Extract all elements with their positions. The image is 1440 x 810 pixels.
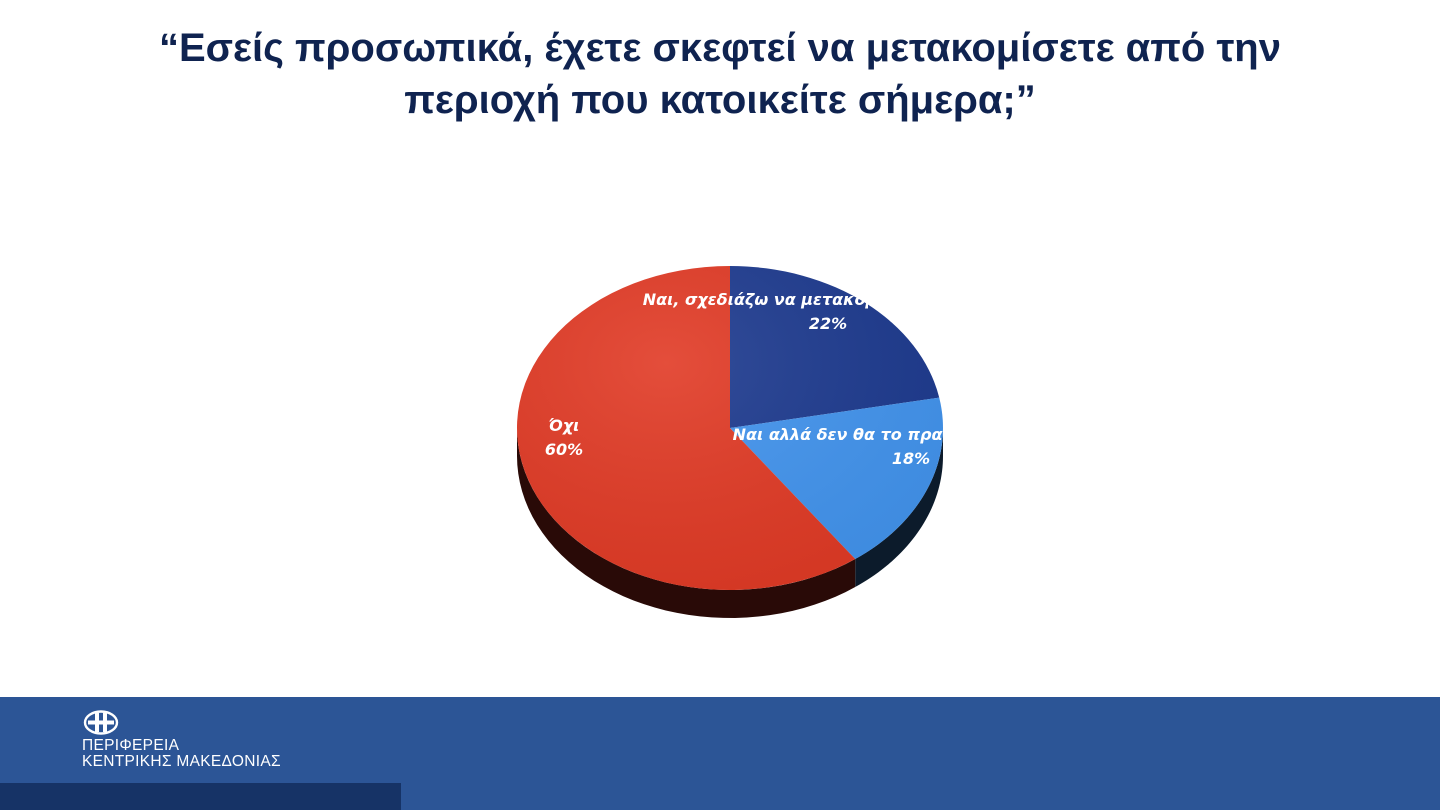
- org-line-2: ΚΕΝΤΡΙΚΗΣ ΜΑΚΕΔΟΝΙΑΣ: [82, 753, 281, 770]
- region-emblem-icon: [83, 710, 119, 735]
- footer-strip: [0, 783, 401, 810]
- title-line-1: “Εσείς προσωπικά, έχετε σκεφτεί να μετακ…: [159, 26, 1281, 70]
- org-name: ΠΕΡΙΦΕΡΕΙΑ ΚΕΝΤΡΙΚΗΣ ΜΑΚΕΔΟΝΙΑΣ: [82, 738, 281, 770]
- data-label-1: Ναι αλλά δεν θα το πραγ 18%: [733, 425, 955, 468]
- slice-label: Όχι: [549, 416, 580, 435]
- slice-value: 22%: [809, 314, 847, 333]
- slice-value: 18%: [892, 449, 930, 468]
- title-line-2: περιοχή που κατοικείτε σήμερα;”: [404, 78, 1036, 122]
- pie-chart: Ναι, σχεδιάζω να μετακομ 22% Ναι αλλά δεν …: [517, 266, 955, 618]
- slice-value: 60%: [545, 440, 583, 459]
- org-line-1: ΠΕΡΙΦΕΡΕΙΑ: [82, 737, 180, 754]
- slice-label: Ναι αλλά δεν θα το πραγ: [733, 425, 955, 444]
- chart-title: “Εσείς προσωπικά, έχετε σκεφτεί να μετακ…: [0, 22, 1440, 126]
- data-label-0: Ναι, σχεδιάζω να μετακομ 22%: [643, 290, 878, 333]
- slice-label: Ναι, σχεδιάζω να μετακομ: [643, 290, 878, 309]
- data-label-2: Όχι 60%: [545, 416, 583, 459]
